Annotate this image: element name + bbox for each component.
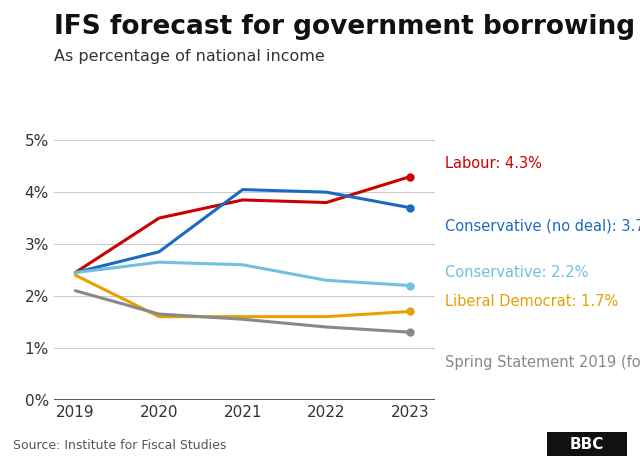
Text: As percentage of national income: As percentage of national income [54, 49, 325, 63]
Text: Source: Institute for Fiscal Studies: Source: Institute for Fiscal Studies [13, 439, 226, 452]
Text: IFS forecast for government borrowing: IFS forecast for government borrowing [54, 14, 636, 40]
Text: Conservative (no deal): 3.7%: Conservative (no deal): 3.7% [445, 219, 640, 233]
Text: BBC: BBC [570, 437, 604, 452]
Text: Conservative: 2.2%: Conservative: 2.2% [445, 265, 588, 280]
Text: Liberal Democrat: 1.7%: Liberal Democrat: 1.7% [445, 293, 618, 309]
Text: Labour: 4.3%: Labour: 4.3% [445, 156, 541, 171]
Text: Spring Statement 2019 (forecast): 1.3%: Spring Statement 2019 (forecast): 1.3% [445, 355, 640, 370]
